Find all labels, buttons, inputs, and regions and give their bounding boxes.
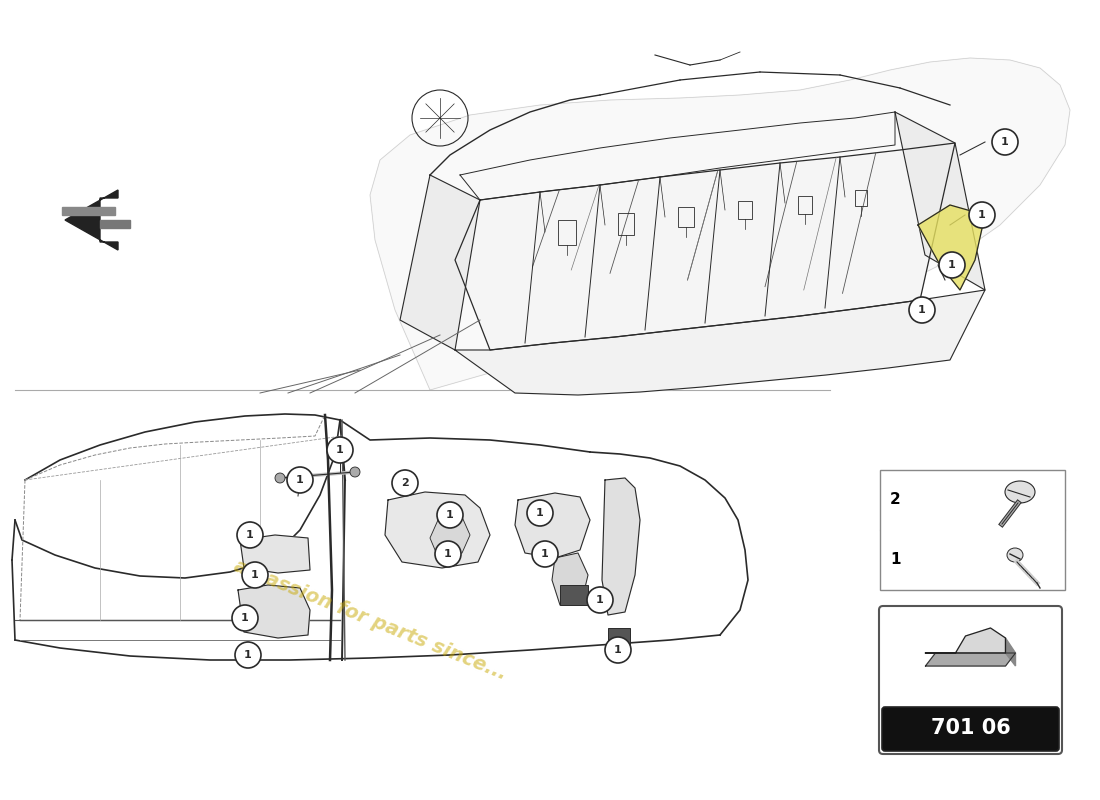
Polygon shape bbox=[602, 478, 640, 615]
Bar bbox=[560, 585, 588, 605]
Circle shape bbox=[275, 473, 285, 483]
Polygon shape bbox=[455, 143, 955, 350]
Bar bbox=[880, 470, 1065, 590]
Circle shape bbox=[532, 541, 558, 567]
Polygon shape bbox=[455, 290, 984, 395]
Circle shape bbox=[235, 642, 261, 668]
Bar bbox=[678, 207, 694, 227]
Circle shape bbox=[350, 467, 360, 477]
Text: 1: 1 bbox=[1001, 137, 1009, 147]
Polygon shape bbox=[62, 207, 116, 215]
Text: 1: 1 bbox=[241, 613, 249, 623]
Circle shape bbox=[236, 522, 263, 548]
Text: 701 06: 701 06 bbox=[931, 718, 1011, 738]
Text: 1: 1 bbox=[918, 305, 926, 315]
Text: 1: 1 bbox=[444, 549, 452, 559]
Ellipse shape bbox=[1005, 481, 1035, 503]
Text: 1: 1 bbox=[614, 645, 622, 655]
Text: 1: 1 bbox=[541, 549, 549, 559]
Circle shape bbox=[242, 562, 268, 588]
Circle shape bbox=[434, 541, 461, 567]
FancyBboxPatch shape bbox=[879, 606, 1062, 754]
Text: 2: 2 bbox=[402, 478, 409, 488]
Text: 1: 1 bbox=[337, 445, 344, 455]
Circle shape bbox=[527, 500, 553, 526]
Polygon shape bbox=[238, 585, 310, 638]
Circle shape bbox=[587, 587, 613, 613]
Polygon shape bbox=[430, 517, 470, 557]
Polygon shape bbox=[460, 112, 895, 200]
Text: 1: 1 bbox=[596, 595, 604, 605]
Text: a passion for parts since...: a passion for parts since... bbox=[231, 556, 509, 684]
Polygon shape bbox=[1005, 638, 1015, 666]
Bar bbox=[738, 201, 752, 219]
Text: 1: 1 bbox=[890, 553, 901, 567]
Text: 1: 1 bbox=[244, 650, 252, 660]
Circle shape bbox=[327, 437, 353, 463]
Ellipse shape bbox=[1006, 548, 1023, 562]
Polygon shape bbox=[65, 190, 118, 250]
Circle shape bbox=[605, 637, 631, 663]
Circle shape bbox=[437, 502, 463, 528]
Circle shape bbox=[392, 470, 418, 496]
Text: 1: 1 bbox=[296, 475, 304, 485]
Bar bbox=[618, 213, 634, 235]
Circle shape bbox=[992, 129, 1018, 155]
Polygon shape bbox=[240, 535, 310, 573]
Text: 1: 1 bbox=[447, 510, 454, 520]
Polygon shape bbox=[918, 205, 984, 290]
Circle shape bbox=[969, 202, 996, 228]
Text: 1: 1 bbox=[536, 508, 543, 518]
Bar bbox=[558, 220, 576, 245]
Polygon shape bbox=[370, 58, 1070, 390]
Text: 1: 1 bbox=[948, 260, 956, 270]
Text: 2: 2 bbox=[890, 493, 901, 507]
Bar bbox=[798, 196, 812, 214]
Circle shape bbox=[909, 297, 935, 323]
Circle shape bbox=[287, 467, 314, 493]
Polygon shape bbox=[552, 553, 589, 605]
Polygon shape bbox=[385, 492, 490, 568]
Polygon shape bbox=[925, 653, 1015, 666]
Bar bbox=[855, 190, 867, 206]
Polygon shape bbox=[925, 628, 1005, 653]
Text: 1: 1 bbox=[978, 210, 986, 220]
Text: 1: 1 bbox=[246, 530, 254, 540]
Text: 1: 1 bbox=[251, 570, 258, 580]
Polygon shape bbox=[100, 220, 130, 228]
Polygon shape bbox=[515, 493, 590, 558]
FancyBboxPatch shape bbox=[882, 707, 1059, 751]
Circle shape bbox=[939, 252, 965, 278]
Polygon shape bbox=[895, 112, 984, 290]
Bar bbox=[608, 628, 630, 648]
Polygon shape bbox=[400, 175, 480, 350]
Circle shape bbox=[232, 605, 258, 631]
